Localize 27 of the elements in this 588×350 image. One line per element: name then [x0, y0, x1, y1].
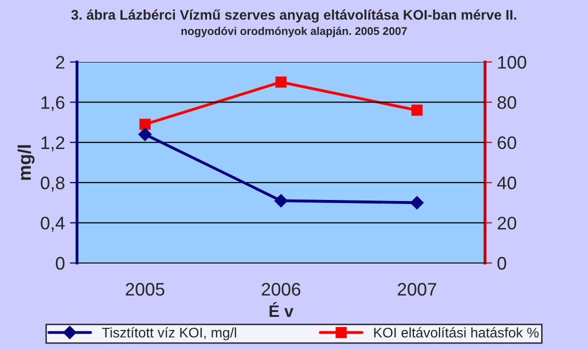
- y-tick-label: 1,2: [41, 136, 64, 152]
- chart-subtitle: nogyodóvi orodmónyok alapján. 2005 2007: [181, 26, 407, 38]
- y2-tick-label: 80: [498, 96, 516, 109]
- y-tick-label: 0: [56, 256, 64, 270]
- legend-label: KOI eltávolítási hatásfok %: [374, 327, 539, 338]
- point: [275, 76, 287, 88]
- y-tick-label: 1,6: [41, 96, 64, 112]
- point: [138, 128, 152, 141]
- x-tick-label: 2006: [262, 282, 300, 296]
- x-tick-label: 2005: [126, 282, 164, 296]
- chart-title: 3. ábra Lázbérci Vízmű szerves anyag eltávolítása KOI-ban mérve II.: [71, 9, 516, 23]
- y-tick-label: 2: [56, 56, 64, 69]
- y2-tick-label: 60: [498, 136, 516, 150]
- point: [411, 104, 423, 116]
- y-tick-label: 0,4: [40, 216, 65, 232]
- x-axis-title: É v: [270, 302, 294, 317]
- point: [139, 118, 151, 130]
- y2-tick-label: 0: [498, 256, 506, 270]
- y-tick-label: 0,8: [40, 176, 64, 192]
- legend-label: Tisztított víz KOI, mg/l: [102, 327, 236, 340]
- y2-tick-label: 100: [498, 56, 526, 69]
- y2-tick-label: 40: [497, 176, 516, 190]
- x-tick-label: 2007: [398, 282, 436, 296]
- point: [274, 194, 288, 208]
- y-axis-title: mg/l: [18, 145, 35, 180]
- y2-tick-label: 20: [498, 216, 516, 230]
- point: [410, 196, 424, 210]
